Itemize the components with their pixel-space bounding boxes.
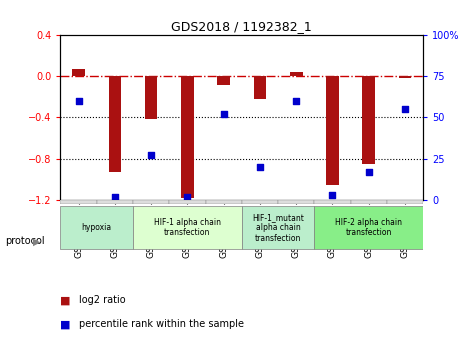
Bar bbox=[399, 76, 412, 78]
Text: ▶: ▶ bbox=[33, 237, 40, 246]
Point bbox=[365, 169, 372, 175]
Point bbox=[147, 152, 155, 158]
FancyBboxPatch shape bbox=[314, 206, 423, 249]
FancyBboxPatch shape bbox=[242, 200, 278, 204]
Text: HIF-1_mutant
alpha chain
transfection: HIF-1_mutant alpha chain transfection bbox=[252, 213, 304, 243]
Bar bbox=[181, 76, 194, 198]
Point bbox=[256, 164, 264, 170]
Point bbox=[220, 111, 227, 117]
FancyBboxPatch shape bbox=[133, 200, 169, 204]
Bar bbox=[290, 72, 303, 76]
FancyBboxPatch shape bbox=[206, 200, 242, 204]
FancyBboxPatch shape bbox=[387, 200, 423, 204]
Text: hypoxia: hypoxia bbox=[82, 223, 112, 232]
FancyBboxPatch shape bbox=[97, 200, 133, 204]
Point bbox=[111, 194, 119, 199]
Text: ■: ■ bbox=[60, 319, 71, 329]
Bar bbox=[362, 76, 375, 164]
Point bbox=[292, 98, 300, 104]
Text: ■: ■ bbox=[60, 295, 71, 305]
Bar bbox=[253, 76, 266, 99]
Text: protocol: protocol bbox=[5, 237, 44, 246]
FancyBboxPatch shape bbox=[314, 200, 351, 204]
Bar bbox=[108, 76, 121, 172]
Bar bbox=[145, 76, 158, 119]
Text: HIF-1 alpha chain
transfection: HIF-1 alpha chain transfection bbox=[154, 218, 221, 237]
FancyBboxPatch shape bbox=[60, 200, 97, 204]
Text: HIF-2 alpha chain
transfection: HIF-2 alpha chain transfection bbox=[335, 218, 402, 237]
Bar bbox=[217, 76, 230, 85]
FancyBboxPatch shape bbox=[351, 200, 387, 204]
Title: GDS2018 / 1192382_1: GDS2018 / 1192382_1 bbox=[172, 20, 312, 33]
FancyBboxPatch shape bbox=[278, 200, 314, 204]
Point bbox=[329, 193, 336, 198]
Text: percentile rank within the sample: percentile rank within the sample bbox=[79, 319, 244, 329]
FancyBboxPatch shape bbox=[60, 206, 133, 249]
Point bbox=[401, 106, 409, 112]
Text: log2 ratio: log2 ratio bbox=[79, 295, 126, 305]
FancyBboxPatch shape bbox=[169, 200, 206, 204]
Bar bbox=[72, 69, 85, 76]
Point bbox=[75, 98, 82, 104]
Bar bbox=[326, 76, 339, 185]
Point bbox=[184, 194, 191, 199]
FancyBboxPatch shape bbox=[133, 206, 242, 249]
FancyBboxPatch shape bbox=[242, 206, 314, 249]
